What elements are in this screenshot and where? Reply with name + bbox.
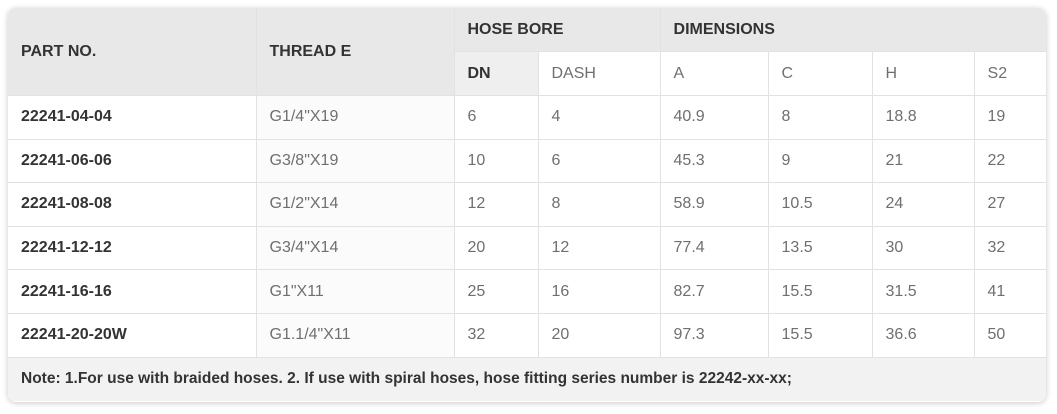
cell-c: 8 xyxy=(767,95,873,140)
cell-dn: 6 xyxy=(453,95,539,140)
header-dn: DN xyxy=(453,51,539,96)
table-footer: Note: 1.For use with braided hoses. 2. I… xyxy=(8,356,1046,401)
cell-part-no: 22241-06-06 xyxy=(8,138,257,184)
cell-dash: 8 xyxy=(537,182,661,227)
cell-dn: 20 xyxy=(453,225,539,271)
cell-part-no: 22241-12-12 xyxy=(8,225,257,271)
cell-h: 21 xyxy=(871,138,975,184)
cell-thread-e: G1.1/4"X11 xyxy=(255,312,455,358)
cell-c: 15.5 xyxy=(767,312,873,358)
cell-dash: 4 xyxy=(537,95,661,140)
table-row: 22241-12-12 G3/4"X14 20 12 77.4 13.5 30 … xyxy=(8,225,1046,271)
cell-c: 15.5 xyxy=(767,269,873,314)
cell-dash: 20 xyxy=(537,312,661,358)
cell-h: 36.6 xyxy=(871,312,975,358)
cell-c: 9 xyxy=(767,138,873,184)
cell-a: 77.4 xyxy=(659,225,769,271)
cell-s2: 22 xyxy=(973,138,1046,184)
header-dash: DASH xyxy=(537,51,661,96)
cell-h: 30 xyxy=(871,225,975,271)
cell-part-no: 22241-20-20W xyxy=(8,312,257,358)
spec-table: PART NO. THREAD E HOSE BORE DIMENSIONS D… xyxy=(8,8,1046,401)
cell-dash: 16 xyxy=(537,269,661,314)
cell-h: 24 xyxy=(871,182,975,227)
cell-a: 40.9 xyxy=(659,95,769,140)
cell-dash: 6 xyxy=(537,138,661,184)
table-row: 22241-08-08 G1/2"X14 12 8 58.9 10.5 24 2… xyxy=(8,182,1046,227)
cell-s2: 27 xyxy=(973,182,1046,227)
cell-a: 45.3 xyxy=(659,138,769,184)
cell-h: 31.5 xyxy=(871,269,975,314)
cell-thread-e: G3/4"X14 xyxy=(255,225,455,271)
header-thread-e: THREAD E xyxy=(255,8,455,96)
cell-a: 82.7 xyxy=(659,269,769,314)
cell-s2: 19 xyxy=(973,95,1046,140)
cell-dn: 10 xyxy=(453,138,539,184)
cell-a: 97.3 xyxy=(659,312,769,358)
header-hose-bore: HOSE BORE xyxy=(453,8,661,52)
header-c: C xyxy=(767,51,873,96)
table-header: PART NO. THREAD E HOSE BORE DIMENSIONS D… xyxy=(8,8,1046,96)
header-part-no: PART NO. xyxy=(8,8,257,96)
cell-thread-e: G1/4"X19 xyxy=(255,95,455,140)
cell-s2: 50 xyxy=(973,312,1046,358)
cell-a: 58.9 xyxy=(659,182,769,227)
table-row: 22241-04-04 G1/4"X19 6 4 40.9 8 18.8 19 xyxy=(8,95,1046,140)
table-row: 22241-20-20W G1.1/4"X11 32 20 97.3 15.5 … xyxy=(8,312,1046,358)
cell-s2: 41 xyxy=(973,269,1046,314)
cell-c: 13.5 xyxy=(767,225,873,271)
cell-thread-e: G1"X11 xyxy=(255,269,455,314)
cell-dn: 32 xyxy=(453,312,539,358)
cell-part-no: 22241-04-04 xyxy=(8,95,257,140)
cell-c: 10.5 xyxy=(767,182,873,227)
table-note: Note: 1.For use with braided hoses. 2. I… xyxy=(8,356,1046,401)
header-dimensions: DIMENSIONS xyxy=(659,8,1046,52)
cell-part-no: 22241-16-16 xyxy=(8,269,257,314)
cell-s2: 32 xyxy=(973,225,1046,271)
cell-dn: 12 xyxy=(453,182,539,227)
spec-table-card: PART NO. THREAD E HOSE BORE DIMENSIONS D… xyxy=(8,8,1046,402)
header-a: A xyxy=(659,51,769,96)
header-s2: S2 xyxy=(973,51,1046,96)
cell-thread-e: G1/2"X14 xyxy=(255,182,455,227)
cell-thread-e: G3/8"X19 xyxy=(255,138,455,184)
table-row: 22241-16-16 G1"X11 25 16 82.7 15.5 31.5 … xyxy=(8,269,1046,314)
cell-dn: 25 xyxy=(453,269,539,314)
table-body: 22241-04-04 G1/4"X19 6 4 40.9 8 18.8 19 … xyxy=(8,95,1046,358)
header-h: H xyxy=(871,51,975,96)
cell-part-no: 22241-08-08 xyxy=(8,182,257,227)
cell-dash: 12 xyxy=(537,225,661,271)
cell-h: 18.8 xyxy=(871,95,975,140)
table-row: 22241-06-06 G3/8"X19 10 6 45.3 9 21 22 xyxy=(8,138,1046,184)
